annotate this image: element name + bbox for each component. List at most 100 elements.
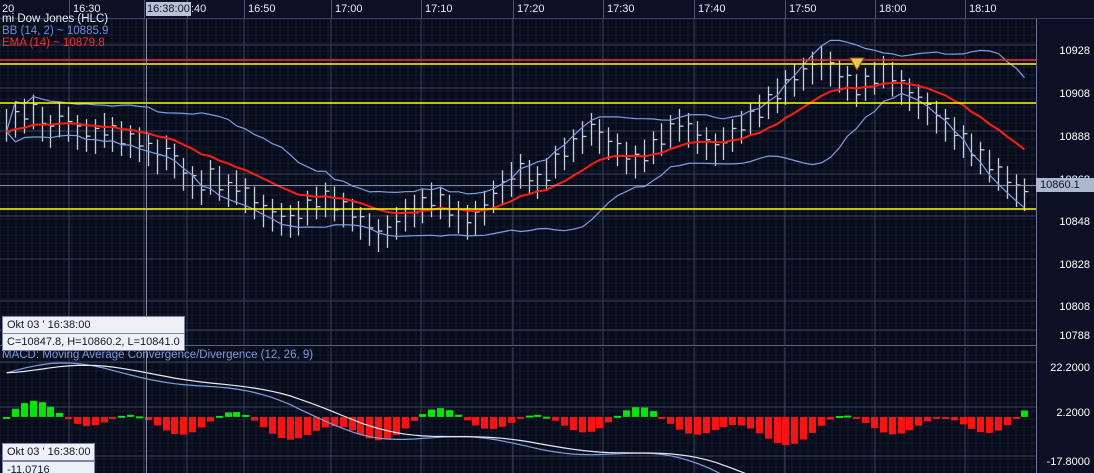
time-axis-crosshair-label: 16:38:00 <box>146 2 191 16</box>
macd-histogram-bar <box>836 415 843 418</box>
macd-histogram-bar <box>331 416 338 427</box>
macd-histogram-bar <box>720 416 727 427</box>
time-axis-label: 17:40 <box>698 3 726 15</box>
macd-histogram-bar <box>889 416 896 435</box>
macd-histogram-bar <box>101 416 108 423</box>
instrument-title: mi Dow Jones (HLC) <box>2 13 109 25</box>
macd-histogram-bar <box>667 416 674 424</box>
macd-histogram-bar <box>393 416 400 436</box>
macd-histogram-bar <box>366 416 373 439</box>
time-axis-separator <box>965 0 966 19</box>
macd-histogram-bar <box>942 416 949 419</box>
macd-histogram-bar <box>313 416 320 431</box>
macd-axis-label: -17.8000 <box>1046 456 1090 468</box>
macd-histogram-bar <box>127 414 134 417</box>
macd-histogram-bar <box>853 416 860 419</box>
macd-histogram-bar <box>1021 410 1028 417</box>
price-axis-label: 10908 <box>1059 88 1090 100</box>
macd-histogram-bar <box>960 416 967 425</box>
time-axis-separator <box>875 0 876 19</box>
macd-histogram-bar <box>694 416 701 435</box>
macd-histogram-bar <box>304 416 311 435</box>
macd-histogram-bar <box>526 415 533 418</box>
macd-histogram-bar <box>225 412 232 417</box>
time-axis[interactable]: 20 16:30 16:38:00:40 16:50 17:00 17:10 17:20 17… <box>0 0 1094 19</box>
macd-legend: MACD: Moving Average Convergence/Diverge… <box>2 349 314 361</box>
macd-histogram-bar <box>517 416 524 419</box>
macd-histogram-bar <box>738 416 745 426</box>
macd-histogram-bar <box>136 416 143 419</box>
macd-histogram-bar <box>880 416 887 433</box>
macd-histogram-bar <box>543 416 550 419</box>
macd-histogram-bar <box>915 416 922 426</box>
macd-histogram-bar <box>685 416 692 434</box>
macd-histogram-bar <box>278 416 285 439</box>
macd-histogram-bar <box>898 416 905 434</box>
macd-histogram-bar <box>30 400 37 417</box>
time-axis-separator <box>69 0 70 19</box>
price-axis-label: 10828 <box>1059 259 1090 271</box>
time-axis-label: 17:30 <box>607 3 635 15</box>
time-axis-separator <box>244 0 245 19</box>
price-chart-pane[interactable] <box>0 19 1036 346</box>
macd-histogram-bar <box>995 416 1002 431</box>
macd-histogram-bar <box>269 416 276 434</box>
macd-histogram-bar <box>818 416 825 426</box>
macd-histogram-bar <box>1004 416 1011 426</box>
macd-histogram-bar <box>118 415 125 418</box>
macd-histogram-bar <box>349 416 356 431</box>
time-axis-label: 20 <box>2 3 15 15</box>
macd-histogram-bar <box>756 416 763 434</box>
macd-histogram-bar <box>437 408 444 417</box>
macd-histogram-bar <box>207 416 214 422</box>
macd-histogram-bar <box>906 416 913 431</box>
macd-histogram-bar <box>951 416 958 421</box>
time-axis-separator <box>603 0 604 19</box>
time-axis-separator <box>421 0 422 19</box>
macd-histogram-bar <box>508 416 515 423</box>
macd-histogram-bar <box>357 416 364 435</box>
macd-axis-label: 2.2000 <box>1056 407 1090 419</box>
macd-histogram-bar <box>605 416 612 423</box>
price-axis-label: 10788 <box>1059 330 1090 342</box>
macd-histogram-bar <box>641 407 648 417</box>
macd-histogram-bar <box>287 416 294 440</box>
macd-histogram-bar <box>481 416 488 429</box>
time-axis-label: 16:30 <box>73 3 101 15</box>
price-axis[interactable]: 1092810908108881086810848108281080810788… <box>1036 19 1094 473</box>
crosshair-vertical <box>146 19 147 473</box>
macd-histogram-bar <box>650 411 657 417</box>
price-chart-svg <box>0 19 1036 345</box>
macd-histogram-bar <box>198 416 205 428</box>
macd-histogram-bar <box>154 416 161 426</box>
macd-histogram-bar <box>428 409 435 417</box>
macd-histogram-bar <box>844 415 851 418</box>
macd-histogram-bar <box>56 412 63 417</box>
macd-histogram-bar <box>499 416 506 427</box>
macd-histogram-bar <box>977 416 984 433</box>
macd-histogram-bar <box>12 408 19 417</box>
macd-histogram-bar <box>411 416 418 421</box>
macd-chart-pane[interactable] <box>0 347 1036 473</box>
macd-chart-svg <box>0 347 1036 473</box>
macd-histogram-bar <box>242 414 249 417</box>
macd-histogram-bar <box>596 416 603 429</box>
macd-histogram-bar <box>260 416 267 428</box>
macd-histogram-bar <box>561 416 568 426</box>
macd-histogram-bar <box>402 416 409 429</box>
macd-histogram-bar <box>968 416 975 429</box>
macd-histogram-bar <box>774 416 781 444</box>
time-axis-label: 17:00 <box>335 3 363 15</box>
macd-histogram-bar <box>809 416 816 433</box>
macd-histogram-bar <box>189 416 196 433</box>
macd-histogram-bar <box>1013 416 1020 419</box>
ema-legend: EMA (14) ~ 10879.8 <box>2 37 105 49</box>
time-axis-separator <box>331 0 332 19</box>
macd-histogram-bar <box>623 410 630 417</box>
macd-histogram-bar <box>74 416 81 424</box>
macd-histogram-bar <box>464 416 471 421</box>
macd-histogram-bar <box>47 406 54 417</box>
time-axis-separator <box>144 0 145 19</box>
macd-data-value: -11.0716 <box>3 461 95 473</box>
